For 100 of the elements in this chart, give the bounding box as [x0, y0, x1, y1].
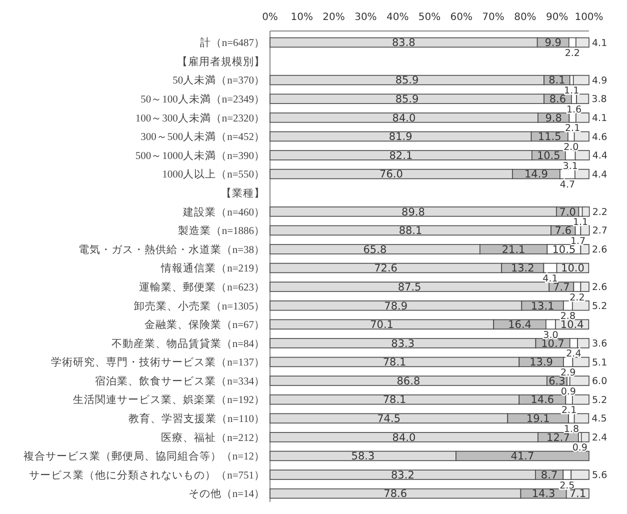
x-tick-label: 40%	[386, 12, 409, 23]
y-tick-label: 計（n=6487）	[200, 36, 265, 50]
data-label: 13.1	[530, 300, 554, 312]
data-label: 2.2	[592, 206, 608, 218]
data-label: 9.8	[545, 112, 562, 124]
data-label: 6.0	[592, 376, 608, 388]
y-tick-label: 医療、福祉（n=212）	[161, 430, 265, 444]
data-label: 7.0	[559, 206, 576, 218]
data-label: 78.1	[382, 394, 406, 406]
y-tick-label: 複合サービス業（郵便局、協同組合等）（n=12）	[23, 450, 265, 463]
data-label: 4.6	[592, 132, 608, 143]
data-label: 6.3	[548, 375, 566, 388]
x-tick-label: 60%	[450, 12, 473, 23]
data-label: 2.7	[592, 226, 608, 237]
data-label: 1.6	[566, 104, 582, 116]
y-tick-label: 不動産業、物品賃貸業（n=84）	[111, 336, 265, 350]
y-tick-label: 電気・ガス・熱供給・水道業（n=38）	[78, 242, 265, 256]
y-tick-label: 500～1000人未満（n=390）	[135, 148, 265, 162]
data-label: 72.6	[374, 262, 398, 275]
data-label: 19.1	[526, 413, 550, 426]
data-label: 13.9	[530, 356, 554, 369]
data-label: 14.9	[524, 168, 548, 181]
data-label: 3.1	[562, 160, 578, 172]
data-label: 5.2	[592, 300, 608, 312]
y-tick-label: 卸売業、小売業（n=1305）	[134, 299, 265, 312]
data-label: 1.1	[572, 217, 588, 228]
x-tick-label: 100%	[574, 12, 604, 23]
data-label: 4.4	[592, 150, 608, 162]
data-label: 10.5	[536, 150, 560, 162]
data-label: 2.1	[565, 123, 580, 134]
data-label: 2.4	[592, 432, 608, 444]
x-tick-label: 90%	[546, 12, 568, 23]
data-label: 2.1	[562, 405, 577, 416]
data-label: 5.6	[592, 470, 608, 482]
data-label: 89.8	[402, 206, 425, 218]
data-label: 84.0	[392, 112, 416, 124]
data-label: 70.1	[370, 319, 394, 332]
y-tick-label: 【雇用者規模別】	[177, 54, 265, 68]
data-label: 4.9	[592, 75, 608, 86]
data-label: 81.9	[388, 131, 412, 144]
bar	[572, 74, 590, 86]
data-label: 2.2	[570, 292, 585, 304]
data-label: 5.1	[592, 357, 608, 368]
data-label: 11.5	[538, 131, 562, 144]
data-label: 78.9	[384, 300, 408, 312]
y-tick-label: 宿泊業、飲食サービス業（n=334）	[95, 374, 265, 388]
data-label: 1.1	[564, 86, 580, 97]
data-label: 5.2	[592, 394, 608, 406]
y-tick-label: 製造業（n=1886）	[178, 224, 265, 238]
x-tick-label: 80%	[514, 12, 536, 23]
data-label: 3.6	[592, 338, 608, 350]
data-label: 88.1	[398, 225, 422, 238]
data-label: 0.9	[572, 442, 588, 454]
data-label: 2.2	[564, 48, 580, 59]
data-label: 7.7	[553, 281, 570, 294]
data-label: 14.3	[532, 488, 556, 500]
data-label: 4.5	[592, 414, 607, 425]
data-label: 10.5	[552, 244, 576, 256]
data-label: 84.0	[392, 432, 416, 444]
data-label: 7.1	[569, 488, 586, 500]
x-tick-label: 0%	[262, 12, 278, 23]
data-label: 76.0	[380, 168, 403, 181]
bar	[580, 432, 590, 442]
y-tick-label: サービス業（他に分類されないもの）（n=751）	[29, 469, 265, 482]
y-tick-label: 情報通信業（n=219）	[160, 262, 265, 275]
data-label: 87.5	[398, 281, 422, 294]
data-label: 8.7	[540, 469, 558, 482]
data-label: 41.7	[510, 450, 534, 463]
data-label: 10.4	[560, 319, 584, 332]
data-label: 4.4	[592, 169, 608, 180]
data-label: 4.7	[560, 180, 576, 191]
data-label: 2.6	[592, 282, 608, 294]
data-label: 10.0	[561, 262, 584, 275]
data-label: 86.8	[396, 375, 420, 388]
y-tick-label: 教育、学習支援業（n=110）	[128, 412, 265, 426]
y-tick-label: 300～500人未満（n=452）	[140, 130, 265, 144]
data-label: 2.4	[566, 348, 582, 360]
data-label: 83.2	[391, 469, 414, 482]
data-label: 65.8	[363, 244, 387, 256]
y-tick-label: 生活関連サービス業、娯楽業（n=192）	[73, 393, 265, 406]
data-label: 8.1	[548, 74, 566, 87]
y-tick-label: 50人未満（n=370）	[172, 74, 265, 87]
data-label: 85.9	[395, 94, 419, 106]
x-tick-label: 70%	[482, 12, 504, 23]
y-tick-label: 1000人以上（n=550）	[162, 168, 265, 181]
data-label: 58.3	[351, 450, 375, 463]
x-tick-label: 10%	[290, 12, 314, 23]
data-label: 85.9	[395, 74, 419, 87]
data-label: 83.3	[391, 338, 415, 350]
y-tick-label: 50～100人未満（n=2349）	[140, 92, 265, 106]
data-label: 14.6	[530, 394, 554, 406]
data-label: 78.6	[384, 488, 408, 500]
data-label: 21.1	[502, 244, 526, 256]
data-label: 16.4	[508, 319, 532, 332]
data-label: 4.1	[592, 38, 608, 49]
data-label: 8.6	[549, 94, 566, 106]
data-label: 10.7	[541, 338, 564, 350]
y-tick-label: 運輸業、郵便業（n=623）	[139, 280, 265, 294]
data-label: 78.1	[382, 356, 406, 369]
bar	[569, 376, 590, 386]
